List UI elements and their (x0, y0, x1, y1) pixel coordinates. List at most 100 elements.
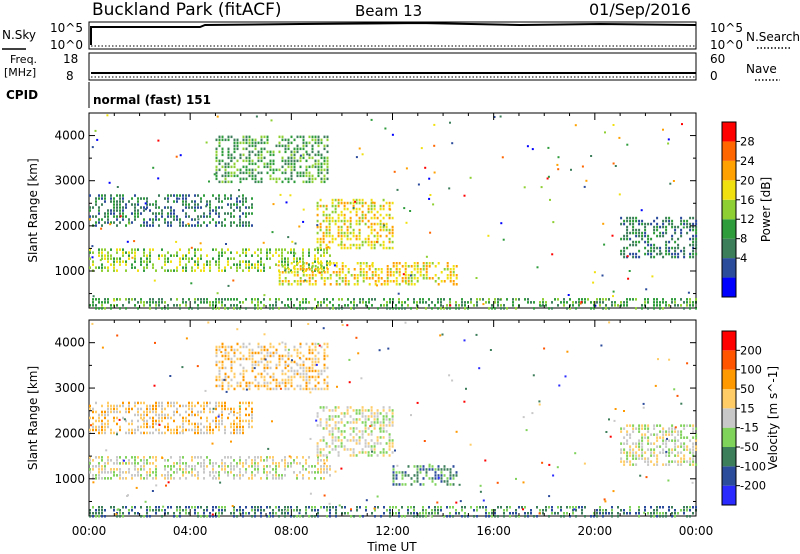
freq-label-top: Freq. (10, 53, 37, 66)
echo-region-early-mid-band (89, 401, 253, 435)
colorbar-tick-label: 4 (740, 251, 747, 265)
nsearch-tick-bottom: 10^0 (710, 38, 743, 52)
colorbar-swatch (722, 485, 736, 505)
echo-region-early-mid-band (89, 194, 253, 227)
nsky-label: N.Sky (2, 28, 36, 42)
colorbar: 28 24 20 16 12 8 4 Power [dB] (721, 121, 773, 298)
echo-region-ground-scatter (89, 298, 697, 310)
colorbar-tick-label: 16 (740, 193, 755, 207)
freq-tick-top: 18 (63, 52, 78, 66)
site-title: Buckland Park (fitACF) (92, 0, 282, 20)
plot-frame (88, 319, 697, 517)
colorbar-tick-label: -100 (740, 459, 766, 473)
y-tick-label: 2000 (54, 219, 85, 233)
time-tick-label: 12:00 (375, 524, 410, 538)
freq-label-bottom: [MHz] (4, 66, 36, 79)
echo-region-evening-band (620, 424, 698, 466)
scatter-points (90, 321, 694, 518)
colorbar-swatch (722, 277, 736, 297)
colorbar-swatch (722, 199, 736, 220)
echo-region-midday-echo (316, 406, 394, 457)
time-tick-label: 00:00 (679, 524, 714, 538)
freq-tick-bottom: 8 (66, 69, 74, 83)
time-tick-label: 04:00 (173, 524, 208, 538)
colorbar-swatch (722, 408, 736, 428)
nave-tick-top: 60 (710, 52, 725, 66)
cpid-value: normal (fast) 151 (93, 93, 211, 107)
colorbar-tick-label: 50 (740, 382, 755, 396)
nsky-strip-frame (88, 21, 697, 50)
nave-tick-bottom: 0 (710, 69, 718, 83)
colorbar-tick-label: 15 (740, 401, 755, 415)
nsearch-label: N.Search (746, 30, 800, 44)
echo-region-ground-scatter (89, 506, 697, 518)
colorbar-frame (721, 330, 737, 506)
time-axis-label: Time UT (366, 540, 417, 554)
plot-frame (88, 112, 697, 309)
date-label: 01/Sep/2016 (589, 0, 691, 19)
colorbar-swatch (722, 122, 736, 142)
echo-region-midday-echo (316, 198, 394, 250)
colorbar-label: Velocity [m s^-1] (766, 366, 780, 470)
cpid-label: CPID (6, 88, 38, 102)
colorbar-swatch (722, 350, 736, 370)
colorbar-tick-label: 200 (740, 343, 762, 357)
nsky-tick-top: 10^5 (50, 21, 83, 35)
colorbar-tick-label: -15 (740, 421, 759, 435)
echo-region-morning-upper (215, 135, 329, 184)
colorbar-swatch (722, 369, 736, 389)
colorbar-swatch (722, 389, 736, 409)
time-tick-label: 16:00 (476, 524, 511, 538)
y-axis-label: Slant Range [km] (26, 158, 40, 262)
colorbar-swatch (722, 447, 736, 467)
y-axis-label: Slant Range [km] (26, 366, 40, 470)
y-tick-label: 4000 (54, 336, 85, 350)
echo-region-afternoon-near (392, 465, 458, 486)
colorbar-swatch (722, 238, 736, 259)
colorbar-swatch (722, 160, 736, 181)
colorbar-swatch (722, 258, 736, 278)
y-tick-label: 1000 (54, 264, 85, 278)
colorbar-swatch (722, 466, 736, 486)
echo-region-early-low-band (89, 248, 331, 272)
colorbar-tick-label: 20 (740, 173, 755, 187)
time-axis: 00:00 04:00 08:00 12:00 16:00 20:00 00:00 (72, 524, 714, 538)
colorbar-swatch (722, 331, 736, 351)
velocity-panel: 4000 3000 2000 1000 Slant Range [km] 200 100 50… (26, 319, 780, 518)
beam-label: Beam 13 (355, 2, 422, 20)
y-tick-label: 3000 (54, 381, 85, 395)
colorbar-tick-label: 12 (740, 212, 755, 226)
colorbar-label: Power [dB] (759, 177, 773, 242)
y-tick-label: 2000 (54, 426, 85, 440)
power-panel: 4000 3000 2000 1000 Slant Range [km] 28 24 20 16… (26, 112, 773, 310)
colorbar-tick-label: 100 (740, 363, 762, 377)
colorbar-tick-label: 8 (740, 232, 747, 246)
colorbar-swatch (722, 141, 736, 161)
echo-region-afternoon-near (278, 262, 458, 286)
time-tick-label: 00:00 (72, 524, 107, 538)
scatter-points (89, 114, 690, 309)
time-tick-label: 08:00 (274, 524, 309, 538)
echo-region-morning-upper (215, 342, 329, 391)
colorbar-swatch (722, 427, 736, 447)
y-tick-label: 3000 (54, 174, 85, 188)
echo-region-early-low-band (89, 456, 331, 480)
echo-region-evening-band (620, 216, 698, 259)
nsky-trace (90, 21, 697, 45)
colorbar-swatch (722, 180, 736, 200)
nsearch-tick-top: 10^5 (710, 21, 743, 35)
colorbar-tick-label: 24 (740, 154, 755, 168)
colorbar-tick-label: 28 (740, 134, 755, 148)
colorbar-swatch (722, 219, 736, 239)
nsky-tick-bottom: 10^0 (50, 38, 83, 52)
colorbar-tick-label: -200 (740, 479, 766, 493)
nave-label: Nave (746, 62, 777, 76)
freq-strip-frame (88, 52, 697, 81)
y-tick-label: 1000 (54, 472, 85, 486)
colorbar-frame (721, 121, 737, 298)
time-tick-label: 20:00 (578, 524, 613, 538)
colorbar-tick-label: -50 (740, 440, 759, 454)
y-tick-label: 4000 (54, 129, 85, 143)
